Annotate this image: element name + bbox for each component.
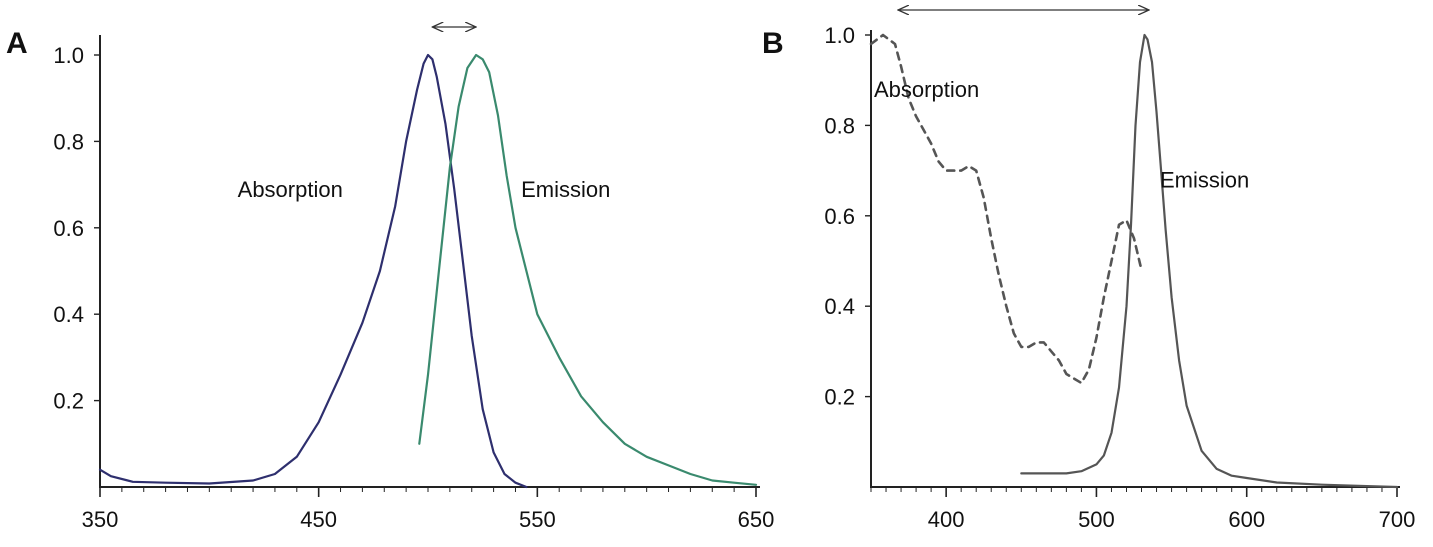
panel-b-y-tick-label: 0.6 bbox=[824, 204, 855, 229]
panel-a-y-tick-label: 1.0 bbox=[53, 43, 84, 68]
panel-b-y-tick-label: 0.8 bbox=[824, 113, 855, 138]
panel-a-y-tick-label: 0.8 bbox=[53, 129, 84, 154]
panel-a-annotation-emission: Emission bbox=[521, 177, 610, 202]
panel-b-x-tick-label: 500 bbox=[1078, 507, 1115, 532]
chart-panel-b: B 400 500 600 700 0.2 0.4 0.6 0.8 1.0 Absorption E… bbox=[762, 10, 1415, 532]
panel-b-letter: B bbox=[762, 27, 784, 60]
panel-b-y-tick-label: 0.4 bbox=[824, 294, 855, 319]
panel-b-series-emission bbox=[1020, 33, 1399, 489]
panel-a-x-tick-label: 550 bbox=[519, 507, 556, 532]
panel-a-annotation-absorption: Absorption bbox=[238, 177, 343, 202]
panel-a-series-emission bbox=[418, 53, 758, 486]
panel-b-annotation-emission: Emission bbox=[1160, 168, 1249, 193]
panel-b-y-tick-label: 1.0 bbox=[824, 23, 855, 48]
panel-a-series-absorption bbox=[98, 53, 528, 489]
chart-panel-a: A 350 450 550 650 0.2 0.4 0.6 0.8 1.0 Absorption E… bbox=[6, 27, 774, 532]
panel-b-x-tick-label: 600 bbox=[1228, 507, 1265, 532]
panel-b-x-tick-label: 700 bbox=[1379, 507, 1416, 532]
panel-b-series-absorption bbox=[869, 33, 1143, 385]
panel-a-x-tick-label: 350 bbox=[82, 507, 119, 532]
panel-a-y-tick-label: 0.6 bbox=[53, 216, 84, 241]
panel-a-x-tick-label: 450 bbox=[300, 507, 337, 532]
panel-a-y-tick-label: 0.4 bbox=[53, 302, 84, 327]
panel-b-x-tick-label: 400 bbox=[928, 507, 965, 532]
panel-b-annotation-absorption: Absorption bbox=[874, 77, 979, 102]
panel-a-letter: A bbox=[6, 27, 28, 60]
panel-a-y-tick-label: 0.2 bbox=[53, 389, 84, 414]
panel-a-x-tick-label: 650 bbox=[738, 507, 775, 532]
panel-b-y-tick-label: 0.2 bbox=[824, 385, 855, 410]
